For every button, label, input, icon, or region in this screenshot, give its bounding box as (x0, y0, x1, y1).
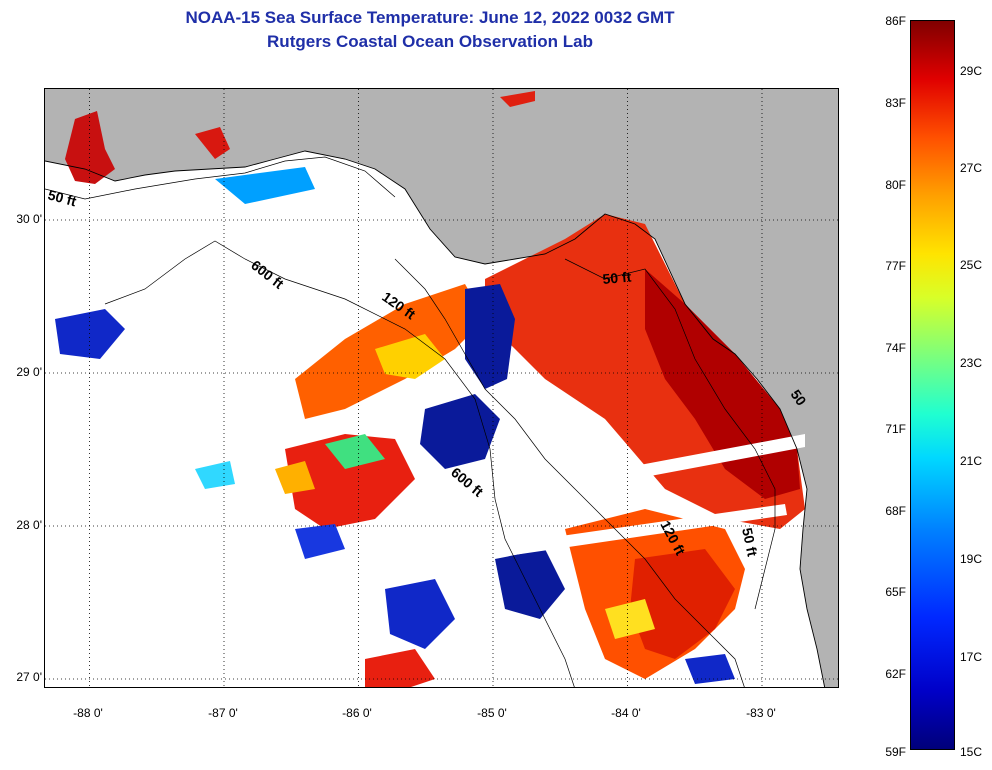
swath-gap-lower (505, 504, 787, 556)
graticule (45, 89, 838, 687)
contour-label: 50 ft (46, 186, 78, 209)
colorbar-fahrenheit-label: 83F (885, 96, 906, 110)
lon-tick-label: -83 0' (746, 706, 776, 720)
colorbar-fahrenheit-label: 80F (885, 178, 906, 192)
contour-label: 50 ft (739, 526, 761, 558)
colorbar-fahrenheit-label: 86F (885, 14, 906, 28)
map-subtitle: Rutgers Coastal Ocean Observation Lab (267, 32, 593, 51)
colorbar-fahrenheit-label: 71F (885, 422, 906, 436)
sst-mid-region (195, 167, 655, 639)
lon-tick-label: -88 0' (73, 706, 103, 720)
lat-tick-label: 30 0' (16, 212, 42, 226)
colorbar-celsius-label: 23C (960, 356, 983, 370)
sst-map-canvas: 50 ft 600 ft 120 ft 50 ft 600 ft 120 ft … (45, 89, 838, 687)
map-title: NOAA-15 Sea Surface Temperature: June 12… (185, 8, 675, 27)
colorbar-celsius-label: 21C (960, 454, 983, 468)
colorbar-fahrenheit-label: 62F (885, 667, 906, 681)
lat-tick-label: 28 0' (16, 518, 42, 532)
temperature-colorbar (910, 20, 955, 750)
lon-tick-label: -84 0' (611, 706, 641, 720)
colorbar-celsius-label: 29C (960, 64, 983, 78)
lon-tick-label: -85 0' (477, 706, 507, 720)
colorbar-fahrenheit-label: 59F (885, 745, 906, 759)
lon-tick-label: -87 0' (208, 706, 238, 720)
bathymetry-contours (45, 156, 776, 687)
sst-map: 50 ft 600 ft 120 ft 50 ft 600 ft 120 ft … (44, 88, 839, 688)
colorbar-celsius-label: 17C (960, 650, 983, 664)
swath-gap-upper (485, 434, 805, 507)
land-florida (45, 89, 838, 687)
colorbar-celsius-label: 15C (960, 745, 983, 759)
lat-tick-label: 27 0' (16, 670, 42, 684)
contour-label: 50 ft (602, 269, 632, 287)
lat-tick-label: 29 0' (16, 365, 42, 379)
lon-tick-label: -86 0' (342, 706, 372, 720)
colorbar-fahrenheit-label: 74F (885, 341, 906, 355)
colorbar-fahrenheit-label: 68F (885, 504, 906, 518)
coastline (45, 150, 826, 687)
colorbar-fahrenheit-label: 65F (885, 585, 906, 599)
colorbar-celsius-label: 25C (960, 258, 983, 272)
colorbar-fahrenheit-label: 77F (885, 259, 906, 273)
contour-label: 600 ft (448, 464, 487, 500)
sst-cool-region (55, 284, 735, 684)
colorbar-celsius-label: 19C (960, 552, 983, 566)
contour-label: 600 ft (248, 257, 287, 292)
colorbar-celsius-label: 27C (960, 161, 983, 175)
